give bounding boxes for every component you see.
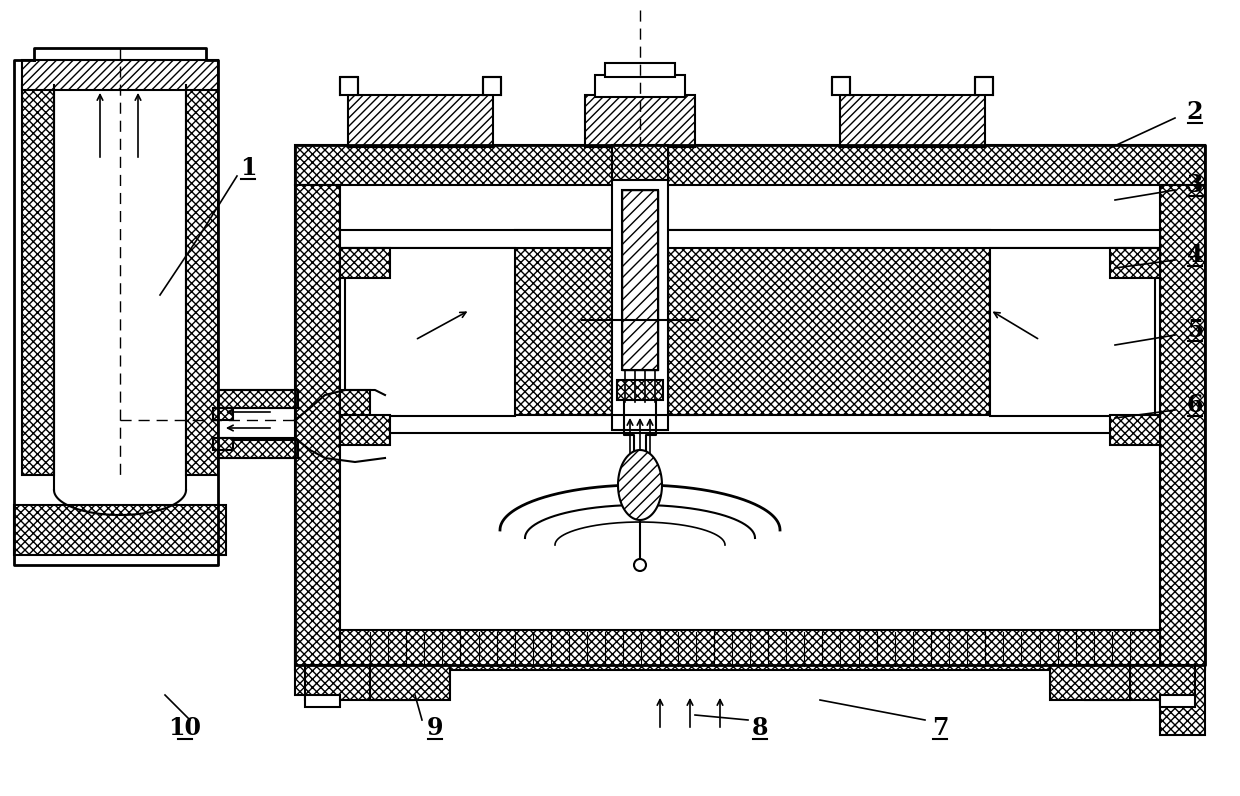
- Bar: [1050, 665, 1130, 700]
- Bar: [622, 190, 658, 370]
- Text: 4: 4: [1187, 243, 1203, 267]
- Bar: [605, 63, 675, 77]
- Bar: [1110, 248, 1159, 278]
- Polygon shape: [618, 450, 662, 520]
- Text: 2: 2: [1187, 100, 1203, 124]
- Bar: [345, 248, 515, 416]
- Circle shape: [634, 559, 646, 571]
- Bar: [370, 665, 450, 700]
- Bar: [340, 248, 391, 278]
- Bar: [340, 230, 1159, 248]
- Bar: [340, 390, 370, 438]
- Bar: [484, 77, 501, 95]
- Bar: [1159, 185, 1205, 735]
- Bar: [295, 630, 1205, 670]
- Bar: [975, 77, 993, 95]
- Bar: [213, 438, 233, 450]
- Text: 8: 8: [751, 716, 769, 740]
- Bar: [990, 248, 1154, 416]
- Bar: [839, 95, 985, 147]
- Bar: [515, 230, 613, 415]
- Bar: [668, 230, 990, 415]
- Bar: [22, 60, 218, 90]
- Bar: [618, 380, 663, 400]
- Text: 3: 3: [1187, 173, 1203, 197]
- Bar: [14, 505, 226, 555]
- Bar: [622, 190, 658, 370]
- Text: 1: 1: [239, 156, 257, 180]
- Bar: [305, 695, 340, 707]
- Bar: [348, 95, 494, 147]
- Bar: [595, 75, 684, 97]
- Bar: [1085, 665, 1195, 700]
- Bar: [295, 185, 340, 695]
- Text: 10: 10: [169, 716, 201, 740]
- Bar: [585, 95, 694, 147]
- Text: 7: 7: [931, 716, 949, 740]
- Bar: [832, 77, 849, 95]
- Bar: [218, 440, 298, 458]
- Bar: [340, 415, 391, 445]
- Text: 9: 9: [427, 716, 443, 740]
- Bar: [613, 145, 668, 180]
- Text: 6: 6: [1187, 393, 1203, 417]
- Bar: [1159, 695, 1195, 707]
- Bar: [340, 77, 358, 95]
- Bar: [305, 665, 415, 700]
- Bar: [213, 408, 233, 420]
- Bar: [340, 415, 1159, 433]
- Bar: [186, 85, 218, 475]
- Bar: [1110, 415, 1159, 445]
- Bar: [218, 390, 298, 408]
- Bar: [295, 145, 1205, 185]
- Text: 5: 5: [1187, 318, 1203, 342]
- Bar: [22, 85, 55, 475]
- Bar: [613, 180, 668, 430]
